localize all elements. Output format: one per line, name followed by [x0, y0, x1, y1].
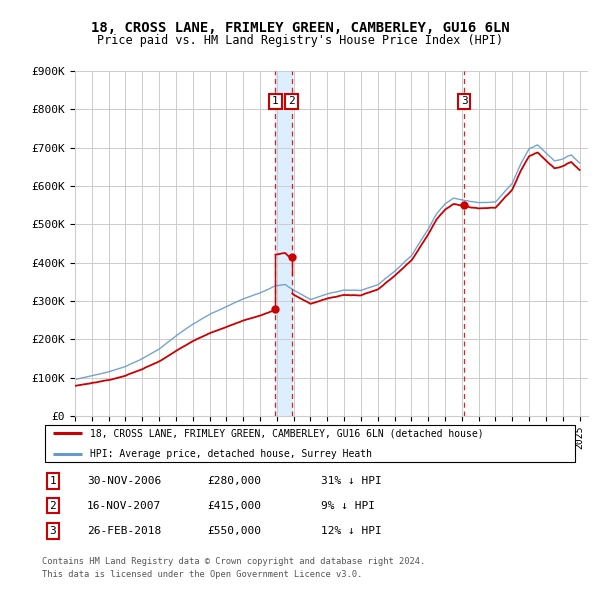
Text: Price paid vs. HM Land Registry's House Price Index (HPI): Price paid vs. HM Land Registry's House … [97, 34, 503, 47]
Text: 2: 2 [49, 501, 56, 510]
Text: HPI: Average price, detached house, Surrey Heath: HPI: Average price, detached house, Surr… [91, 448, 373, 458]
Text: 1: 1 [49, 476, 56, 486]
Text: 9% ↓ HPI: 9% ↓ HPI [321, 501, 375, 510]
Text: 18, CROSS LANE, FRIMLEY GREEN, CAMBERLEY, GU16 6LN (detached house): 18, CROSS LANE, FRIMLEY GREEN, CAMBERLEY… [91, 428, 484, 438]
Text: 18, CROSS LANE, FRIMLEY GREEN, CAMBERLEY, GU16 6LN: 18, CROSS LANE, FRIMLEY GREEN, CAMBERLEY… [91, 21, 509, 35]
Text: 2: 2 [288, 97, 295, 106]
Text: Contains HM Land Registry data © Crown copyright and database right 2024.: Contains HM Land Registry data © Crown c… [42, 558, 425, 566]
Bar [275, 71, 292, 416]
Text: 26-FEB-2018: 26-FEB-2018 [87, 526, 161, 536]
Text: 1: 1 [272, 97, 279, 106]
Text: 3: 3 [49, 526, 56, 536]
Text: 3: 3 [461, 97, 468, 106]
Text: £550,000: £550,000 [207, 526, 261, 536]
FancyBboxPatch shape [44, 425, 575, 461]
Text: 12% ↓ HPI: 12% ↓ HPI [321, 526, 382, 536]
Text: 31% ↓ HPI: 31% ↓ HPI [321, 476, 382, 486]
Text: £415,000: £415,000 [207, 501, 261, 510]
Text: £280,000: £280,000 [207, 476, 261, 486]
Text: This data is licensed under the Open Government Licence v3.0.: This data is licensed under the Open Gov… [42, 571, 362, 579]
Text: 30-NOV-2006: 30-NOV-2006 [87, 476, 161, 486]
Text: 16-NOV-2007: 16-NOV-2007 [87, 501, 161, 510]
